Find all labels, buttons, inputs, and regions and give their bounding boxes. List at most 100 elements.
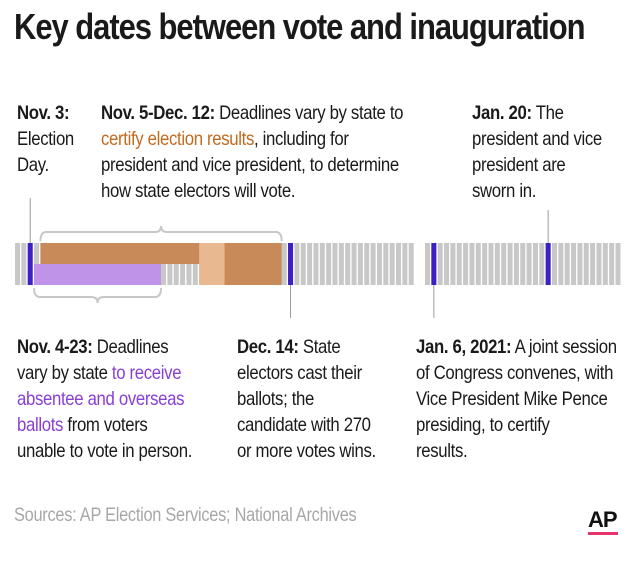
day-cell — [402, 243, 408, 285]
note-nov3-line: Election — [17, 128, 74, 150]
day-cell — [357, 243, 363, 285]
day-cell — [596, 243, 602, 285]
day-cell — [615, 243, 621, 285]
day-cell — [590, 243, 596, 285]
note-nov4-line: from voters — [63, 414, 148, 436]
note-nov4-highlight: to receive — [111, 362, 182, 384]
note-jan20-date: Jan. 20: — [472, 102, 532, 124]
day-cell — [351, 243, 357, 285]
note-nov5-line: , including for — [253, 128, 349, 150]
brace-absentee — [33, 287, 163, 304]
ap-logo-underline — [588, 532, 618, 535]
note-nov5-line: president and vice president, to determi… — [101, 154, 399, 176]
note-jan6-line: results. — [416, 440, 468, 462]
day-cell — [475, 243, 481, 285]
day-cell — [463, 243, 469, 285]
note-jan20-line: president are — [472, 154, 566, 176]
note-dec14-line: State — [298, 336, 341, 358]
note-jan20-line: sworn in. — [472, 180, 537, 202]
day-cell — [444, 243, 450, 285]
day-cell — [602, 243, 608, 285]
note-nov5-highlight: certify election results — [101, 128, 254, 150]
day-cell — [300, 243, 306, 285]
page-title: Key dates between vote and inauguration — [14, 6, 586, 47]
note-jan6: Jan. 6, 2021: A joint session of Congres… — [416, 334, 617, 464]
day-cell — [332, 243, 338, 285]
note-dec14-line: ballots; the — [237, 388, 314, 410]
day-cell — [494, 243, 500, 285]
note-nov5-line: how state electors will vote. — [101, 180, 296, 202]
day-cell — [501, 243, 507, 285]
day-cell — [319, 243, 325, 285]
marker-dec14 — [288, 243, 294, 285]
day-cell — [456, 243, 462, 285]
note-dec14: Dec. 14: State electors cast their ballo… — [237, 334, 376, 464]
brace-certify — [39, 225, 283, 242]
note-dec14-line: candidate with 270 — [237, 414, 371, 436]
source-note: Sources: AP Election Services; National … — [14, 505, 357, 526]
day-cell — [482, 243, 488, 285]
note-jan20-line: The — [531, 102, 564, 124]
day-cell — [609, 243, 615, 285]
day-cell — [313, 243, 319, 285]
note-jan6-line: Vice President Mike Pence — [416, 388, 608, 410]
note-nov5-date: Nov. 5-Dec. 12: — [101, 102, 215, 124]
day-cell — [513, 243, 519, 285]
note-nov5-line: Deadlines vary by state to — [214, 102, 404, 124]
day-cell — [532, 243, 538, 285]
note-jan6-date: Jan. 6, 2021: — [416, 336, 512, 358]
marker-jan6 — [431, 243, 437, 285]
note-nov4-line: unable to vote in person. — [17, 440, 193, 462]
day-cell — [577, 243, 583, 285]
day-cell — [389, 243, 395, 285]
day-cell — [326, 243, 332, 285]
day-cell — [571, 243, 577, 285]
day-cell — [583, 243, 589, 285]
day-cell — [552, 243, 557, 285]
note-nov4-23: Nov. 4-23: Deadlines vary by state to re… — [17, 334, 192, 464]
note-nov3: Nov. 3: Election Day. — [17, 100, 74, 178]
day-cell — [376, 243, 382, 285]
day-cell — [408, 243, 414, 285]
day-cell — [364, 243, 370, 285]
day-cell — [15, 243, 20, 285]
day-cell — [437, 243, 443, 285]
day-cell — [338, 243, 344, 285]
day-cell — [526, 243, 532, 285]
day-cell — [281, 243, 287, 285]
day-cell — [370, 243, 376, 285]
day-cell — [558, 243, 564, 285]
day-cell — [507, 243, 513, 285]
note-jan6-line: of Congress convenes, with — [416, 362, 614, 384]
day-cell — [21, 243, 27, 285]
certify-band-light — [199, 264, 225, 285]
note-nov4-highlight: ballots — [17, 414, 64, 436]
note-jan20-line: president and vice — [472, 128, 602, 150]
day-cell — [564, 243, 570, 285]
note-nov4-highlight: absentee and overseas — [17, 388, 185, 410]
certify-band — [224, 264, 282, 285]
day-cell — [383, 243, 389, 285]
note-nov4-date: Nov. 4-23: — [17, 336, 93, 358]
day-cell — [469, 243, 475, 285]
day-cell — [539, 243, 545, 285]
day-cell — [450, 243, 456, 285]
day-cell — [294, 243, 300, 285]
note-nov3-line: Day. — [17, 154, 49, 176]
marker-jan20 — [545, 243, 551, 285]
note-jan20: Jan. 20: The president and vice presiden… — [472, 100, 602, 204]
note-jan6-line: presiding, to certify — [416, 414, 550, 436]
note-nov4-line: vary by state — [17, 362, 112, 384]
day-cell — [425, 243, 430, 285]
note-dec14-line: electors cast their — [237, 362, 362, 384]
note-nov3-date: Nov. 3: — [17, 102, 70, 124]
certify-band-light — [199, 243, 225, 264]
certify-band — [40, 243, 282, 264]
absentee-band — [34, 264, 162, 285]
marker-nov3 — [27, 243, 33, 285]
day-cell — [488, 243, 494, 285]
note-dec14-line: or more votes wins. — [237, 440, 376, 462]
note-nov5-dec12: Nov. 5-Dec. 12: Deadlines vary by state … — [101, 100, 403, 204]
note-dec14-date: Dec. 14: — [237, 336, 299, 358]
